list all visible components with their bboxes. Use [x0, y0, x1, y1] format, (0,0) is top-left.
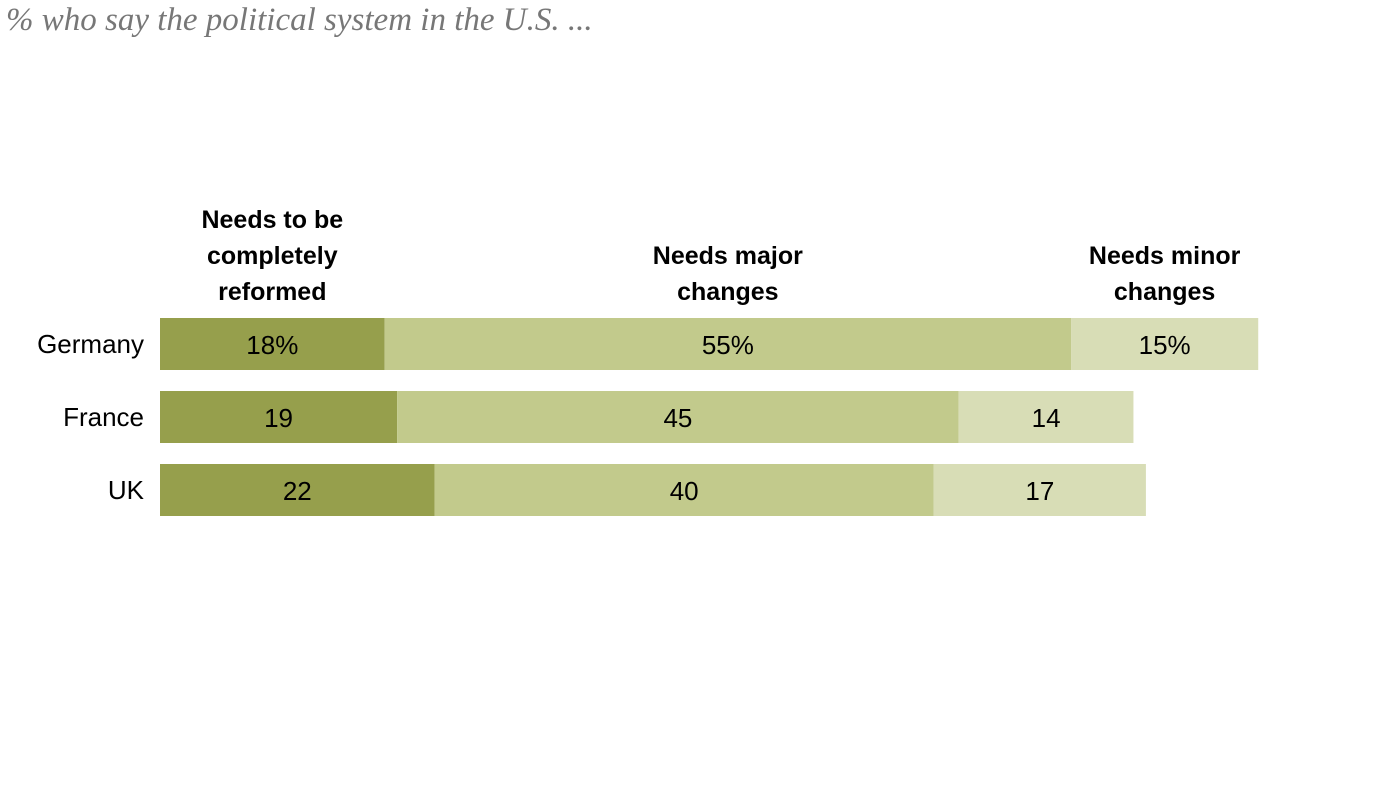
value-label-uk-needs-major-changes: 40 [670, 476, 699, 506]
value-label-uk-needs-minor-changes: 17 [1025, 476, 1054, 506]
value-label-france-needs-minor-changes: 14 [1032, 403, 1061, 433]
bar-segment-uk-needs-major-changes [434, 464, 934, 516]
row-label-germany: Germany [37, 329, 144, 359]
bar-row-germany: Germany 18% 55% 15% [37, 318, 1259, 370]
value-label-germany-needs-major-changes: 55% [702, 330, 754, 360]
bar-segment-uk-needs-minor-changes [933, 464, 1146, 516]
legend-header-needs-minor-changes-line-1: Needs minor [1089, 242, 1241, 270]
legend-header-needs-major-changes-line-1: Needs major [653, 242, 803, 270]
bar-segment-france-needs-to-be-completely-reformed [160, 391, 398, 443]
bar-segment-germany-needs-minor-changes [1071, 318, 1259, 370]
chart-rows: Germany 18% 55% 15% France 19 45 14 UK 22 40 17 [37, 318, 1259, 516]
legend-header-needs-major-changes-line-2: changes [677, 278, 778, 306]
bar-row-france: France 19 45 14 [63, 391, 1134, 443]
chart-subtitle: % who say the political system in the U.… [6, 2, 593, 38]
legend-header-needs-to-be-completely-reformed-line-1: Needs to be [201, 206, 343, 234]
value-label-uk-needs-to-be-completely-reformed: 22 [283, 476, 312, 506]
bar-segment-germany-needs-major-changes [384, 318, 1072, 370]
legend-header-needs-minor-changes-line-2: changes [1114, 278, 1215, 306]
legend-header-needs-to-be-completely-reformed-line-3: reformed [218, 278, 326, 306]
bar-row-uk: UK 22 40 17 [108, 464, 1146, 516]
row-label-france: France [63, 402, 144, 432]
value-label-france-needs-to-be-completely-reformed: 19 [264, 403, 293, 433]
value-label-germany-needs-to-be-completely-reformed: 18% [246, 330, 298, 360]
legend-header-needs-to-be-completely-reformed-line-2: completely [207, 242, 338, 270]
row-label-uk: UK [108, 475, 145, 505]
value-label-germany-needs-minor-changes: 15% [1139, 330, 1191, 360]
bar-segment-uk-needs-to-be-completely-reformed [160, 464, 435, 516]
bar-segment-france-needs-major-changes [397, 391, 959, 443]
bar-segment-france-needs-minor-changes [958, 391, 1134, 443]
column-headers: Needs to be completely reformed Needs major… [201, 206, 1240, 306]
value-label-france-needs-major-changes: 45 [663, 403, 692, 433]
bar-segment-germany-needs-to-be-completely-reformed [160, 318, 385, 370]
